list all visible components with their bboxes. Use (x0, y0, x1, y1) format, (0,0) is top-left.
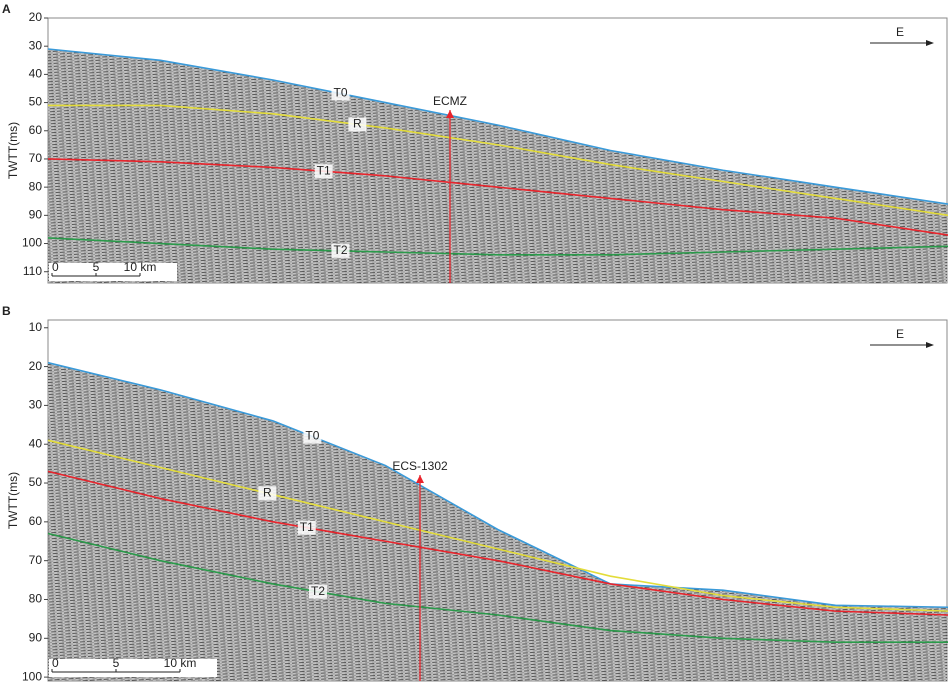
y-tick-label: 80 (29, 179, 43, 193)
y-tick-label: 50 (29, 95, 43, 109)
panel-label: B (2, 304, 11, 318)
y-tick-label: 60 (29, 514, 43, 528)
horizon-label: T0 (305, 429, 319, 443)
scale-bar-label: 5 (113, 656, 120, 670)
site-marker-arrow (446, 110, 454, 118)
site-marker-label: ECS-1302 (392, 459, 448, 473)
direction-arrow-head (926, 40, 934, 46)
horizon-label-bg (331, 243, 350, 258)
horizon-line (47, 158, 948, 236)
horizon-label-bg (309, 584, 327, 599)
horizon-label: T0 (333, 86, 347, 100)
y-tick-label: 110 (23, 264, 42, 278)
horizon-label-bg (314, 164, 333, 179)
y-tick-label: 10 (29, 320, 43, 334)
y-tick-label: 20 (29, 10, 43, 24)
horizon-label-bg (303, 429, 322, 444)
y-tick-label: 90 (29, 630, 43, 644)
site-marker-arrow (416, 475, 424, 483)
scale-bar-bg (49, 263, 177, 281)
horizon-label: R (353, 117, 362, 131)
direction-arrow-head (926, 342, 934, 348)
horizon-line (47, 532, 948, 643)
horizon-line (47, 470, 948, 616)
scale-bar-label: 5 (93, 260, 100, 274)
direction-label: E (896, 327, 904, 341)
seismic-section (48, 362, 948, 681)
y-tick-label: 80 (29, 592, 43, 606)
horizon-line (48, 104, 948, 217)
y-tick-label: 100 (22, 236, 42, 250)
panel-label: A (2, 2, 11, 16)
y-tick-label: 70 (29, 151, 43, 165)
horizon-label-bg (297, 520, 316, 535)
y-tick-label: 50 (29, 475, 43, 489)
y-axis-label: TWTT(ms) (6, 122, 20, 179)
horizon-line (47, 237, 948, 256)
y-tick-label: 70 (29, 553, 43, 567)
y-tick-label: 100 (22, 669, 42, 683)
horizon-line (47, 48, 948, 205)
y-tick-label: 60 (29, 123, 43, 137)
horizon-label: T2 (311, 584, 325, 598)
y-axis-label: TWTT(ms) (6, 472, 20, 529)
horizon-line (47, 361, 948, 609)
seismic-section (48, 49, 948, 284)
scale-bar-label: 0 (52, 656, 59, 670)
y-tick-label: 30 (29, 38, 43, 52)
direction-label: E (896, 25, 904, 39)
horizon-label-bg (331, 86, 350, 101)
horizon-label: T2 (333, 243, 347, 257)
horizon-label: T1 (317, 163, 331, 177)
site-marker-label: ECMZ (433, 94, 467, 108)
y-tick-label: 40 (29, 67, 43, 81)
horizon-label-bg (258, 486, 277, 501)
y-tick-label: 20 (29, 359, 43, 373)
horizon-label: R (263, 485, 272, 499)
y-tick-label: 40 (29, 436, 43, 450)
y-tick-label: 30 (29, 398, 43, 412)
y-tick-label: 90 (29, 208, 43, 222)
horizon-label: T1 (300, 520, 314, 534)
horizon-line (47, 439, 948, 612)
scale-bar-label: 0 (52, 260, 59, 274)
horizon-label-bg (348, 117, 367, 132)
scale-bar-label: 10 km (164, 656, 197, 670)
scale-bar-label: 10 km (124, 260, 157, 274)
